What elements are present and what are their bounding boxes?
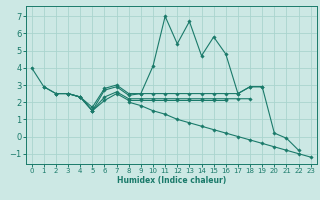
X-axis label: Humidex (Indice chaleur): Humidex (Indice chaleur) — [116, 176, 226, 185]
